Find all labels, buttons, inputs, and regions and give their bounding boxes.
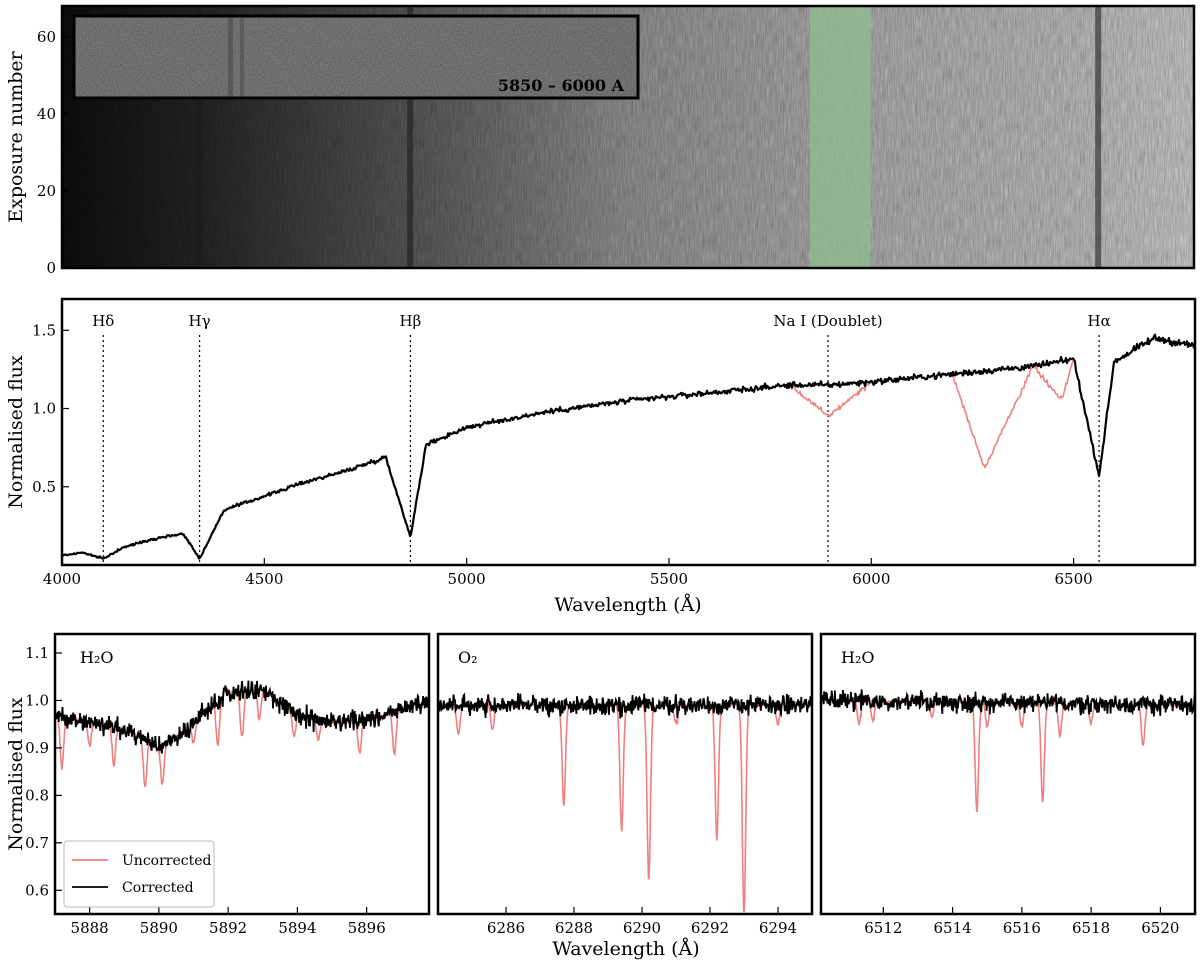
line-markers: Hδ Hγ Hβ Na I (Doublet) Hα (92, 312, 1111, 565)
absorption-stripe (1095, 6, 1102, 268)
y-tick-label: 60 (37, 28, 56, 46)
zoom-frame (53, 632, 431, 916)
x-tick-label: 6516 (1003, 919, 1041, 937)
zoom-panel-o2: 6286 6288 6290 6292 6294 (436, 632, 814, 937)
spectrum-ticks: 4000 4500 5000 5500 6000 6500 0.5 1.0 1.5 (32, 321, 1093, 588)
line-marker-label: Hα (1087, 312, 1110, 330)
zoom-frame (436, 632, 814, 916)
x-tick-label: 6286 (487, 919, 525, 937)
legend-label-uncorrected: Uncorrected (122, 853, 212, 869)
x-tick-label: 5000 (448, 570, 486, 588)
zoom-series (438, 692, 812, 913)
absorption-feature-stripes (196, 6, 1102, 268)
spectrum-series (62, 333, 1196, 560)
zoom-panel-h2o-halpha: 6512 6514 6516 6518 6520 (819, 632, 1197, 937)
legend-box (63, 840, 215, 908)
series-corrected (438, 692, 812, 719)
zoom-annotation-h2o-right: H₂O (841, 648, 874, 667)
x-tick-label: 6512 (864, 919, 902, 937)
heatmap-inset: 5850 – 6000 A (72, 14, 640, 100)
y-tick-label: 0.7 (25, 834, 49, 852)
inset-label: 5850 – 6000 A (498, 76, 625, 95)
x-tick-label: 6500 (1055, 570, 1093, 588)
series-corrected (821, 689, 1195, 717)
inset-grain (74, 16, 638, 98)
x-tick-label: 6294 (759, 919, 797, 937)
spectrum-y-axis-label: Normalised flux (5, 355, 27, 509)
zoom-series (55, 680, 429, 788)
line-marker-label: Na I (Doublet) (773, 312, 882, 330)
x-tick-label: 5888 (71, 919, 109, 937)
y-tick-label: 1.1 (25, 644, 49, 662)
heatmap-y-ticks: 0 20 40 60 (37, 28, 69, 277)
zoom-frame (819, 632, 1197, 916)
heatmap-panel: 0 20 40 60 Exposure number 5850 – 6000 A (5, 4, 1196, 277)
line-marker-label: Hδ (92, 312, 114, 330)
y-tick-label: 0 (46, 259, 56, 277)
legend: Uncorrected Corrected (63, 840, 215, 908)
x-tick-label: 6518 (1072, 919, 1110, 937)
inset-frame (72, 14, 640, 100)
spectrum-frame (60, 297, 1197, 567)
y-tick-label: 1.5 (32, 321, 56, 339)
line-marker-label: Hγ (189, 312, 211, 330)
x-tick-label: 5896 (348, 919, 386, 937)
legend-label-corrected: Corrected (122, 880, 194, 896)
zoom-series (821, 689, 1195, 813)
inset-feature (240, 16, 244, 98)
x-tick-label: 6514 (933, 919, 971, 937)
line-marker-label: Hβ (400, 312, 422, 330)
x-tick-label: 5894 (278, 919, 316, 937)
y-tick-label: 0.8 (25, 786, 49, 804)
x-tick-label: 6520 (1141, 919, 1179, 937)
absorption-stripe (407, 6, 414, 268)
y-tick-label: 1.0 (25, 691, 49, 709)
zoom-y-axis-label: Normalised flux (5, 697, 27, 851)
x-tick-label: 4000 (43, 570, 81, 588)
series-uncorrected (55, 687, 429, 788)
inset-feature (228, 16, 233, 98)
y-tick-label: 1.0 (32, 400, 56, 418)
series-uncorrected (438, 699, 812, 913)
y-tick-label: 40 (37, 105, 56, 123)
y-tick-label: 20 (37, 182, 56, 200)
absorption-stripe (196, 6, 203, 268)
series-corrected (62, 333, 1196, 560)
zoom-annotation-h2o-left: H₂O (80, 648, 113, 667)
series-corrected (55, 680, 429, 754)
x-tick-label: 6292 (691, 919, 729, 937)
x-tick-label: 6290 (623, 919, 661, 937)
zoom-x-axis-label: Wavelength (Å) (552, 938, 699, 960)
zoom-annotation-o2: O₂ (458, 648, 478, 667)
x-tick-label: 5892 (209, 919, 247, 937)
x-tick-label: 5890 (140, 919, 178, 937)
y-tick-label: 0.5 (32, 478, 56, 496)
series-uncorrected (821, 695, 1195, 813)
spectrum-panel: Hδ Hγ Hβ Na I (Doublet) Hα 4000 4500 5000 5500 6… (5, 297, 1197, 616)
spectrum-x-axis-label: Wavelength (Å) (554, 594, 701, 616)
x-tick-label: 6288 (555, 919, 593, 937)
x-tick-label: 5500 (650, 570, 688, 588)
y-tick-label: 0.9 (25, 739, 49, 757)
x-tick-label: 6000 (852, 570, 890, 588)
highlight-band (809, 6, 871, 268)
heatmap-frame (60, 4, 1196, 270)
heatmap-y-axis-label: Exposure number (5, 50, 27, 222)
y-tick-label: 0.6 (25, 881, 49, 899)
zoom-panel-h2o-sodium: 5888 5890 5892 5894 5896 0.6 0.7 0.8 0.9 1.0 1.1 (25, 632, 431, 937)
x-tick-label: 4500 (245, 570, 283, 588)
